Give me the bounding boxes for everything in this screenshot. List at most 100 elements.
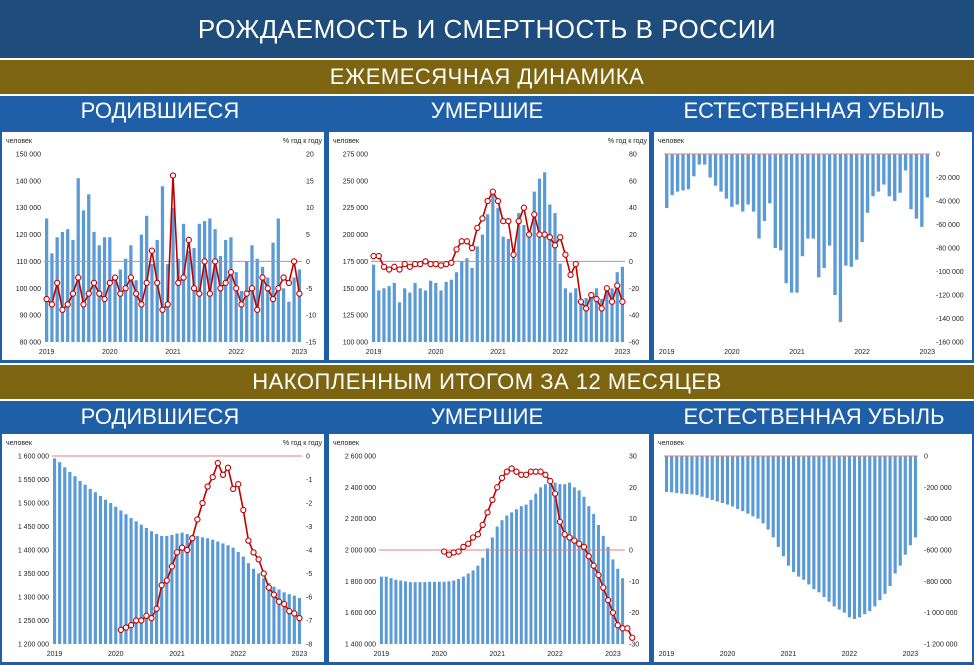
bar-47 xyxy=(920,154,924,227)
x-tick-label-0: 2019 xyxy=(47,651,63,658)
bar-27 xyxy=(510,512,514,644)
bar-11 xyxy=(109,503,113,644)
yoy-point-48 xyxy=(619,298,626,305)
left-axis-title: человек xyxy=(658,440,685,447)
bar-0 xyxy=(379,576,383,644)
yoy-point-23 xyxy=(164,301,171,308)
yoy-point-41 xyxy=(259,274,266,281)
bar-42 xyxy=(878,456,882,601)
yoy-point-28 xyxy=(576,540,583,547)
bar-36 xyxy=(553,482,557,644)
yoy-point-5 xyxy=(69,290,77,297)
chart-panel-monthly-births: 80 000 90 000 100 000 110 000 120 000 130 000… xyxy=(2,132,324,360)
yoy-point-38 xyxy=(567,271,574,279)
yoy-point-18 xyxy=(209,474,216,481)
yoy-point-29 xyxy=(520,204,528,211)
bar-25 xyxy=(176,258,180,342)
y-tick-label-2: 1 800 000 xyxy=(345,579,376,586)
y-tick-label-2: 1 300 000 xyxy=(18,595,49,602)
bar-21 xyxy=(160,535,164,644)
yoy-point-21 xyxy=(154,279,161,287)
y-tick-label-1: 1 250 000 xyxy=(18,618,49,625)
bar-6 xyxy=(403,288,407,342)
yoy-point-19 xyxy=(468,244,476,252)
bar-15 xyxy=(129,518,133,644)
left-axis-title: человек xyxy=(333,440,360,447)
bar-32 xyxy=(827,456,831,602)
bar-12 xyxy=(730,154,734,207)
yoy-point-18 xyxy=(463,238,471,245)
bar-42 xyxy=(266,277,270,342)
yoy-point-43 xyxy=(269,295,277,303)
bar-2 xyxy=(389,578,393,644)
bar-22 xyxy=(486,214,490,342)
col-title-deaths-monthly: УМЕРШИЕ xyxy=(430,98,544,123)
yoy-point-20 xyxy=(148,247,156,254)
yoy-point-9 xyxy=(90,279,98,287)
bar-2 xyxy=(675,456,679,493)
bar-21 xyxy=(480,234,485,342)
bar-16 xyxy=(746,456,750,514)
yoy-point-32 xyxy=(211,258,219,265)
bar-43 xyxy=(271,242,275,342)
y-tick-label-5: 1 450 000 xyxy=(18,524,49,531)
bar-35 xyxy=(229,237,233,342)
y-tick-label-8: 1 600 000 xyxy=(18,454,49,461)
y2-tick-label-0: -15 xyxy=(306,340,316,347)
yoy-point-16 xyxy=(127,274,135,281)
yoy-point-5 xyxy=(465,540,472,547)
chart-panel-monthly-deaths: 100 000 125 000 150 000 175 000 200 000 225 0… xyxy=(329,132,649,360)
bar-23 xyxy=(170,534,174,644)
bar-7 xyxy=(81,210,86,342)
yoy-point-20 xyxy=(219,471,227,478)
bar-21 xyxy=(481,557,485,644)
yoy-point-9 xyxy=(484,509,491,516)
bar-33 xyxy=(832,456,836,607)
yoy-point-1 xyxy=(48,301,56,308)
bar-23 xyxy=(490,537,494,644)
bar-1 xyxy=(377,290,381,342)
y2-tick-label-2: -6 xyxy=(306,595,312,602)
yoy-point-6 xyxy=(401,260,408,268)
bar-20 xyxy=(155,534,159,644)
bar-34 xyxy=(548,204,552,342)
bar-44 xyxy=(276,218,280,342)
bar-1 xyxy=(670,154,674,196)
y-tick-label-3: 2 000 000 xyxy=(345,548,376,555)
bar-27 xyxy=(811,154,815,239)
bar-13 xyxy=(442,581,446,644)
right-axis-title: % год к году xyxy=(608,138,648,145)
bar-7 xyxy=(703,154,707,165)
bar-4 xyxy=(73,476,77,644)
bar-30 xyxy=(827,154,832,246)
bar-8 xyxy=(413,282,417,342)
yoy-point-46 xyxy=(285,279,292,287)
yoy-point-36 xyxy=(557,234,564,241)
bar-27 xyxy=(802,456,806,580)
bar-11 xyxy=(724,154,729,199)
x-tick-label-2: 2021 xyxy=(165,349,181,356)
bar-5 xyxy=(397,302,402,342)
yoy-point-31 xyxy=(275,598,283,605)
yoy-point-19 xyxy=(214,459,221,467)
bar-3 xyxy=(387,286,391,342)
bar-28 xyxy=(195,535,199,644)
yoy-point-7 xyxy=(80,301,87,308)
bar-13 xyxy=(439,290,443,342)
bar-14 xyxy=(124,514,128,644)
y2-tick-label-4: 20 xyxy=(629,232,637,239)
yoy-point-6 xyxy=(75,274,82,281)
x-tick-label-2: 2021 xyxy=(490,349,506,356)
yoy-point-14 xyxy=(117,290,124,297)
yoy-point-24 xyxy=(240,506,247,514)
x-tick-label-3: 2022 xyxy=(230,651,246,658)
x-tick-label-3: 2022 xyxy=(854,349,870,356)
bar-33 xyxy=(539,487,543,644)
yoy-point-15 xyxy=(513,468,520,475)
yoy-point-34 xyxy=(291,610,298,617)
bar-9 xyxy=(713,154,718,186)
y-tick-label-3: -60 000 xyxy=(936,222,960,229)
yoy-point-11 xyxy=(101,295,108,303)
yoy-point-0 xyxy=(117,626,125,634)
bar-17 xyxy=(751,456,755,517)
